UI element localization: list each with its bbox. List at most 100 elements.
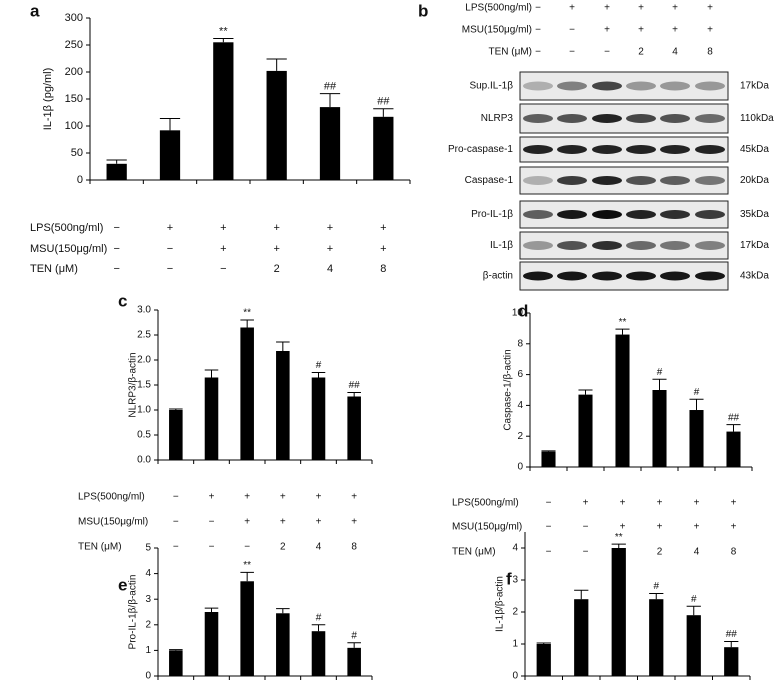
- condition-mark: −: [546, 547, 552, 558]
- error-bar: [652, 378, 667, 390]
- blot-band: [660, 114, 690, 123]
- bar: [615, 334, 630, 467]
- y-tick-label: 1: [145, 645, 151, 656]
- blot-size: 45kDa: [740, 144, 769, 155]
- significance-mark: **: [219, 25, 228, 37]
- bar: [574, 599, 589, 676]
- condition-mark: 8: [351, 542, 357, 553]
- condition-label: LPS(500ng/ml): [78, 492, 145, 503]
- condition-mark: −: [113, 222, 119, 234]
- blot-band: [523, 210, 553, 219]
- condition-mark: 2: [280, 542, 286, 553]
- bar: [204, 377, 219, 460]
- significance-mark: #: [316, 612, 322, 623]
- condition-mark: +: [731, 498, 737, 509]
- blot-band: [626, 241, 656, 250]
- y-tick-label: 200: [65, 66, 83, 78]
- condition-mark: +: [707, 25, 713, 36]
- bar: [169, 650, 183, 676]
- y-tick-label: 5: [145, 543, 151, 554]
- significance-mark: **: [619, 317, 627, 328]
- condition-mark: +: [220, 243, 226, 255]
- condition-mark: −: [569, 47, 575, 58]
- y-tick-label: 150: [65, 93, 83, 105]
- blot-frame: [519, 103, 729, 134]
- blot-band: [592, 114, 622, 123]
- blot-band: [626, 145, 656, 154]
- significance-mark: ##: [728, 412, 740, 423]
- error-bar: [159, 117, 181, 131]
- bar: [724, 647, 739, 676]
- blot-band: [557, 145, 587, 154]
- y-axis-title: Pro-IL-1β/β-actin: [128, 575, 139, 650]
- y-axis-title: IL-1β (pg/ml): [42, 68, 54, 131]
- y-tick-label: 250: [65, 39, 83, 51]
- bar: [311, 377, 326, 460]
- condition-label: MSU(150μg/ml): [452, 522, 522, 533]
- significance-mark: #: [316, 360, 322, 371]
- condition-label: TEN (μM): [488, 47, 532, 58]
- condition-mark: +: [707, 3, 713, 14]
- y-tick-label: 1: [512, 639, 518, 650]
- bar: [373, 116, 394, 180]
- condition-mark: +: [657, 498, 663, 509]
- y-tick-label: 2.5: [137, 330, 151, 341]
- blot-band: [592, 210, 622, 219]
- blot-band: [660, 210, 690, 219]
- blot-band: [592, 81, 622, 91]
- blot-band: [660, 241, 690, 250]
- condition-label: TEN (μM): [452, 547, 496, 558]
- bar: [106, 163, 127, 180]
- condition-mark: −: [546, 498, 552, 509]
- condition-mark: 2: [274, 263, 280, 275]
- error-bar: [347, 642, 361, 648]
- condition-mark: 4: [316, 542, 322, 553]
- condition-mark: −: [173, 517, 179, 528]
- condition-mark: +: [280, 517, 286, 528]
- condition-mark: −: [583, 547, 589, 558]
- bar: [311, 631, 326, 676]
- y-tick-label: 4: [145, 568, 151, 579]
- condition-mark: +: [694, 498, 700, 509]
- condition-mark: +: [244, 492, 250, 503]
- condition-label: LPS(500ng/ml): [30, 222, 103, 234]
- blot-band: [626, 81, 656, 91]
- panel-letter: d: [518, 301, 528, 320]
- bar: [649, 599, 664, 676]
- y-tick-label: 2: [145, 619, 151, 630]
- condition-mark: −: [535, 25, 541, 36]
- y-tick-label: 4: [517, 400, 523, 411]
- blot-band: [695, 241, 725, 250]
- condition-mark: −: [569, 25, 575, 36]
- error-bar: [726, 424, 741, 432]
- significance-mark: #: [351, 630, 357, 641]
- y-tick-label: 300: [65, 12, 83, 24]
- bar: [726, 431, 741, 467]
- error-bar: [611, 543, 626, 548]
- panel-letter: f: [506, 569, 512, 588]
- y-tick-label: 1.5: [137, 380, 151, 391]
- blot-label: NLRP3: [481, 113, 514, 124]
- blot-band: [557, 176, 587, 185]
- blot-frame: [519, 200, 729, 229]
- condition-mark: +: [620, 522, 626, 533]
- error-bar: [240, 571, 254, 582]
- y-tick-label: 3: [512, 575, 518, 586]
- bar: [652, 390, 667, 467]
- condition-mark: −: [535, 47, 541, 58]
- y-tick-label: 100: [65, 120, 83, 132]
- error-bar: [276, 608, 290, 614]
- y-tick-label: 0: [145, 671, 151, 681]
- blot-band: [523, 114, 553, 123]
- y-tick-label: 4: [512, 543, 518, 554]
- blot-band: [626, 176, 656, 185]
- blot-band: [592, 145, 622, 154]
- error-bar: [240, 319, 254, 328]
- y-tick-label: 0.0: [137, 455, 151, 466]
- condition-mark: +: [604, 25, 610, 36]
- blot-band: [592, 271, 622, 281]
- bar: [169, 410, 183, 460]
- error-bar: [311, 624, 326, 632]
- significance-mark: #: [653, 581, 659, 592]
- y-tick-label: 6: [517, 369, 523, 380]
